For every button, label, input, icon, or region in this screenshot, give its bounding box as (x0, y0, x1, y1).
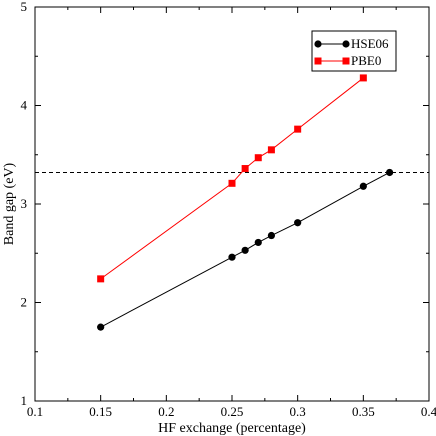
data-point-pbe0 (241, 165, 249, 173)
data-point-hse06 (228, 253, 236, 261)
data-point-pbe0 (294, 125, 302, 133)
y-axis-label: Band gap (eV) (2, 162, 17, 245)
legend-marker-pbe0 (314, 57, 322, 65)
x-tick-label: 0.4 (421, 404, 436, 419)
data-point-pbe0 (97, 275, 105, 283)
series-layer (97, 74, 394, 331)
x-tick-label: 0.3 (290, 404, 306, 419)
data-point-hse06 (254, 238, 262, 247)
data-point-pbe0 (267, 146, 275, 154)
data-point-pbe0 (228, 179, 236, 187)
plot-frame (34, 6, 430, 402)
legend-marker-hse06 (314, 40, 322, 48)
data-point-hse06 (294, 219, 302, 227)
x-tick-label: 0.1 (27, 404, 43, 419)
data-point-hse06 (267, 231, 275, 240)
x-tick-label: 0.15 (89, 404, 112, 419)
legend-label-pbe0: PBE0 (351, 53, 381, 68)
y-tick-label: 5 (21, 0, 28, 14)
legend-label-hse06: HSE06 (351, 36, 389, 51)
data-point-pbe0 (359, 74, 367, 82)
series-line-pbe0 (100, 77, 364, 280)
x-tick-label: 0.35 (352, 404, 375, 419)
y-tick-label: 1 (21, 393, 28, 408)
data-point-hse06 (241, 246, 249, 254)
legend-box (311, 30, 397, 72)
data-point-hse06 (386, 168, 394, 177)
data-point-hse06 (97, 323, 105, 331)
x-axis-label: HF exchange (percentage) (158, 421, 306, 436)
x-tick-label: 0.25 (221, 404, 244, 419)
y-tick-label: 4 (21, 98, 28, 113)
data-point-pbe0 (254, 154, 262, 162)
y-tick-label: 3 (21, 196, 28, 211)
legend: HSE06 PBE0 (311, 30, 397, 72)
data-point-hse06 (359, 182, 367, 190)
y-tick-label: 2 (21, 295, 28, 310)
legend-marker-pbe0 (342, 57, 350, 65)
x-tick-label: 0.2 (158, 404, 174, 419)
legend-marker-hse06 (342, 40, 350, 48)
